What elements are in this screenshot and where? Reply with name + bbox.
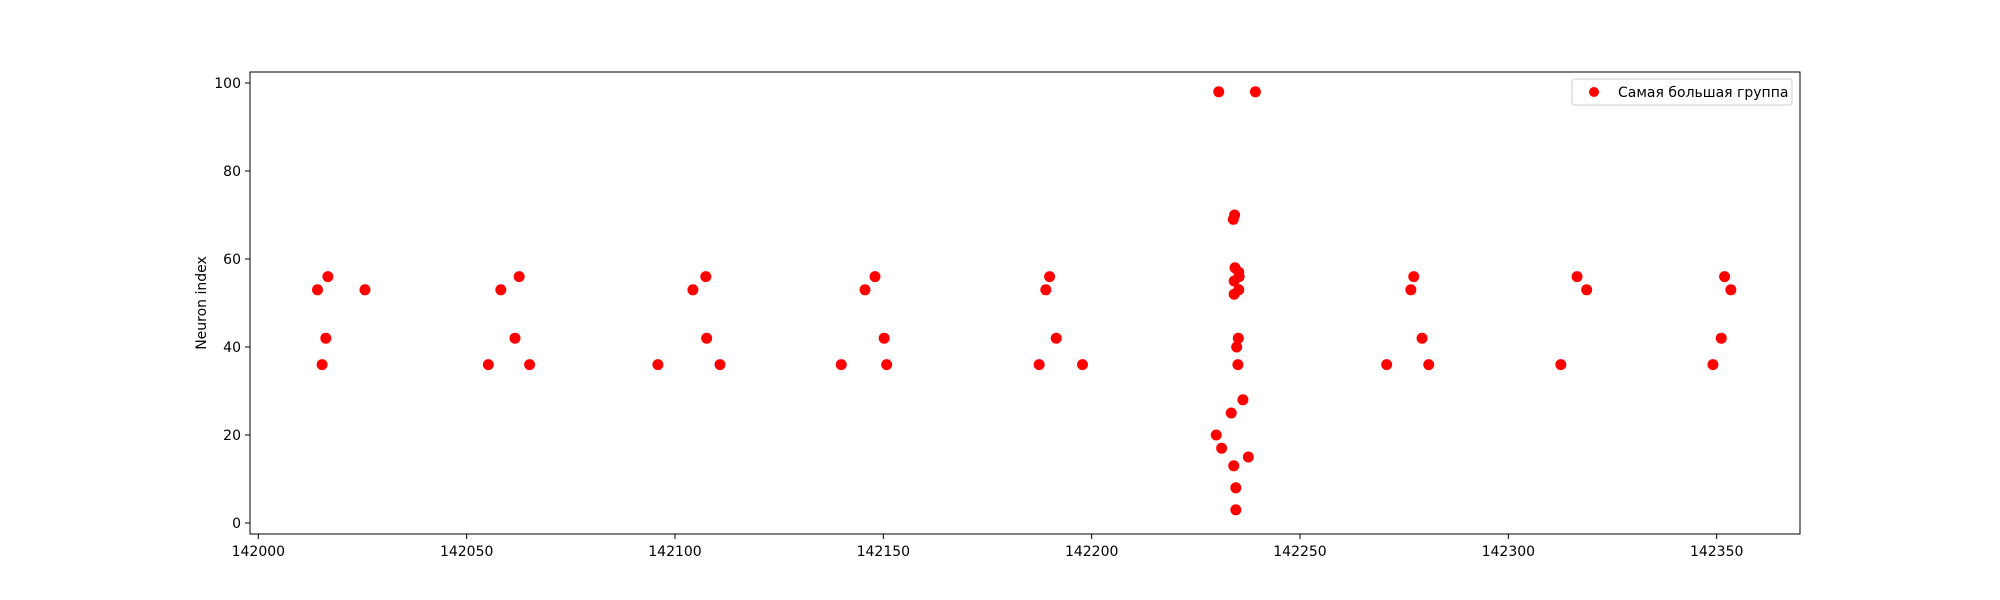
legend-label: Самая большая группа <box>1618 85 1788 101</box>
x-tick-label: 142050 <box>440 544 493 560</box>
data-point <box>1408 271 1420 283</box>
data-point <box>1077 359 1088 371</box>
legend-frame <box>1571 78 1793 106</box>
data-point <box>316 359 328 371</box>
x-tick-label: 142150 <box>857 544 910 560</box>
data-point <box>1715 332 1727 344</box>
data-point <box>1571 271 1583 283</box>
data-point <box>1033 359 1045 371</box>
data-point <box>1231 341 1243 353</box>
y-tick-label: 0 <box>232 516 241 532</box>
y-axis-label: Neuron index <box>194 256 210 350</box>
x-axis-ticks: 142000 142050 142100 142150 142200 142250 1423… <box>232 534 1743 560</box>
data-point <box>835 359 847 371</box>
data-points <box>312 86 1737 516</box>
y-tick-label: 100 <box>214 76 241 92</box>
x-tick-label: 142350 <box>1690 544 1743 560</box>
data-point <box>652 359 664 371</box>
y-tick-label: 60 <box>223 252 241 268</box>
data-point <box>701 332 713 344</box>
data-point <box>1050 332 1062 344</box>
data-point <box>1725 284 1737 296</box>
x-tick-label: 142200 <box>1065 544 1118 560</box>
data-point <box>320 332 332 344</box>
data-point <box>495 284 507 296</box>
data-point <box>513 271 525 283</box>
data-point <box>1232 332 1244 344</box>
x-tick-label: 142000 <box>232 544 285 560</box>
data-point <box>700 271 712 283</box>
data-point <box>1242 451 1254 463</box>
data-point <box>1216 442 1228 454</box>
data-point <box>1228 460 1240 472</box>
data-point <box>524 359 536 371</box>
data-point <box>1229 209 1241 221</box>
data-point <box>482 359 494 371</box>
data-point <box>1213 86 1225 98</box>
data-point <box>312 284 323 296</box>
data-point <box>1555 359 1567 371</box>
data-point <box>881 359 893 371</box>
data-point <box>1233 284 1245 296</box>
data-point <box>687 284 699 296</box>
y-tick-label: 20 <box>223 428 241 444</box>
x-tick-label: 142300 <box>1482 544 1535 560</box>
data-point <box>1040 284 1052 296</box>
data-point <box>1581 284 1593 296</box>
data-point <box>1249 86 1261 98</box>
data-point <box>509 332 521 344</box>
legend-marker <box>1589 87 1599 97</box>
data-point <box>1044 271 1056 283</box>
data-point <box>1719 271 1731 283</box>
data-point <box>1237 394 1249 406</box>
y-tick-label: 40 <box>223 340 241 356</box>
data-point <box>359 284 371 296</box>
data-point <box>878 332 890 344</box>
data-point <box>1230 482 1242 494</box>
data-point <box>1210 429 1222 441</box>
data-point <box>1230 504 1242 516</box>
legend: Самая большая группа <box>1571 78 1793 106</box>
data-point <box>859 284 871 296</box>
data-point <box>1416 332 1428 344</box>
data-point <box>1405 284 1417 296</box>
y-tick-label: 80 <box>223 164 241 180</box>
data-point <box>322 271 334 283</box>
data-point <box>1423 359 1435 371</box>
data-point <box>714 359 726 371</box>
data-point <box>1232 359 1244 371</box>
data-point <box>1381 359 1393 371</box>
data-point <box>1233 271 1245 283</box>
x-tick-label: 142100 <box>648 544 701 560</box>
x-tick-label: 142250 <box>1273 544 1326 560</box>
y-axis-ticks: 0 20 40 60 80 100 <box>214 76 250 532</box>
data-point <box>869 271 881 283</box>
data-point <box>1707 359 1719 371</box>
plot-area <box>249 71 1801 535</box>
data-point <box>1225 407 1237 419</box>
